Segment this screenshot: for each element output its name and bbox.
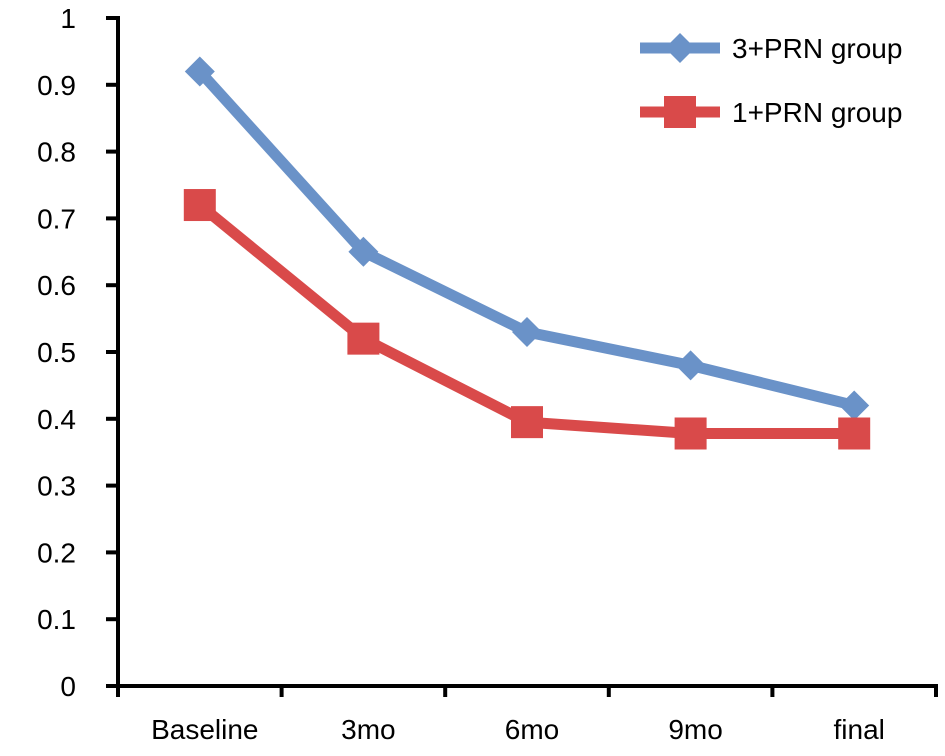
series-2: [183, 189, 871, 450]
x-tick-label: 3mo: [341, 714, 395, 745]
y-axis-ticks: 0 0.1 0.2 0.3 0.4 0.5 0.6 0.7 0.8 0.9 1: [37, 3, 118, 702]
data-point: [184, 56, 215, 87]
data-point: [511, 406, 543, 439]
legend-item: 1+PRN group: [640, 96, 902, 128]
y-tick-label: 0.7: [37, 203, 76, 234]
legend-marker: [664, 96, 696, 128]
legend-label: 3+PRN group: [732, 33, 902, 64]
legend-label: 1+PRN group: [732, 97, 902, 128]
x-tick-label: final: [834, 714, 885, 745]
y-tick-label: 0.5: [37, 337, 76, 368]
data-point: [512, 316, 542, 347]
y-tick-label: 0.4: [37, 404, 76, 435]
legend-item: 3+PRN group: [640, 33, 902, 64]
legend: 3+PRN group 1+PRN group: [640, 33, 902, 128]
y-tick-label: 0.3: [37, 471, 76, 502]
y-tick-label: 1: [60, 3, 76, 34]
data-point: [675, 350, 706, 381]
data-point: [347, 322, 380, 355]
y-tick-label: 0.8: [37, 137, 76, 168]
data-point: [348, 236, 379, 267]
y-tick-label: 0.2: [37, 537, 76, 568]
data-point: [839, 390, 870, 421]
x-axis-ticks: Baseline 3mo 6mo 9mo final: [116, 686, 938, 745]
y-tick-label: 0.6: [37, 270, 76, 301]
data-point: [183, 189, 216, 222]
y-tick-label: 0.1: [37, 604, 76, 635]
x-tick-label: 9mo: [668, 714, 722, 745]
legend-marker: [665, 33, 695, 63]
x-tick-label: Baseline: [151, 714, 258, 745]
x-tick-label: 6mo: [505, 714, 559, 745]
data-point: [838, 417, 871, 450]
y-tick-label: 0: [60, 671, 76, 702]
data-point: [674, 417, 707, 450]
y-tick-label: 0.9: [37, 70, 76, 101]
series-1: [184, 56, 870, 421]
series-layer: [183, 56, 871, 450]
